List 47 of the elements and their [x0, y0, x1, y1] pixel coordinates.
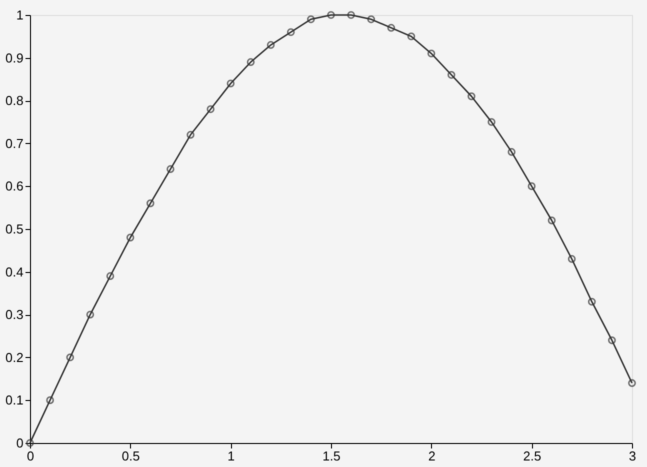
point — [447, 71, 456, 79]
point — [508, 148, 516, 156]
y-tick-label: 0.9 — [5, 50, 24, 66]
point — [327, 11, 335, 19]
point — [86, 310, 94, 319]
point — [427, 50, 436, 58]
point — [387, 24, 396, 32]
x-tick-label: 2.5 — [523, 448, 542, 464]
point — [226, 80, 235, 88]
y-tick-label: 0 — [16, 436, 24, 450]
point — [407, 32, 416, 40]
point — [307, 15, 315, 24]
point — [548, 216, 556, 224]
y-tick-label: 0.4 — [5, 264, 24, 280]
point — [367, 15, 376, 24]
y-tick-label: 0.7 — [5, 136, 24, 151]
y-tick-label: 0.5 — [5, 222, 24, 236]
y-tick-label: 0.6 — [5, 178, 24, 194]
y-tick-label: 0.3 — [5, 307, 24, 322]
y-tick-label: 0.1 — [5, 392, 24, 408]
y-tick-label: 1 — [16, 8, 24, 22]
point — [246, 58, 255, 66]
point — [528, 182, 536, 190]
x-tick-label: 1.5 — [322, 448, 341, 464]
point — [126, 234, 134, 242]
point — [266, 41, 275, 49]
point — [588, 298, 596, 306]
point — [66, 353, 74, 362]
point — [106, 272, 114, 280]
point — [568, 255, 576, 263]
point — [347, 11, 355, 19]
point — [206, 105, 215, 114]
y-tick-label: 0.2 — [5, 350, 24, 365]
point — [166, 165, 174, 173]
x-tick-label: 1 — [228, 448, 235, 464]
x-tick-label: 0.5 — [122, 448, 140, 464]
point — [186, 130, 194, 139]
point — [286, 28, 295, 36]
point — [608, 336, 616, 344]
point — [468, 92, 476, 100]
y-tick-label: 0.8 — [5, 93, 24, 108]
x-tick-label: 0 — [26, 448, 34, 464]
x-tick-label: 3 — [628, 448, 636, 464]
point — [488, 118, 496, 126]
point — [46, 396, 54, 404]
point — [146, 199, 154, 208]
x-tick-label: 2 — [428, 448, 436, 464]
